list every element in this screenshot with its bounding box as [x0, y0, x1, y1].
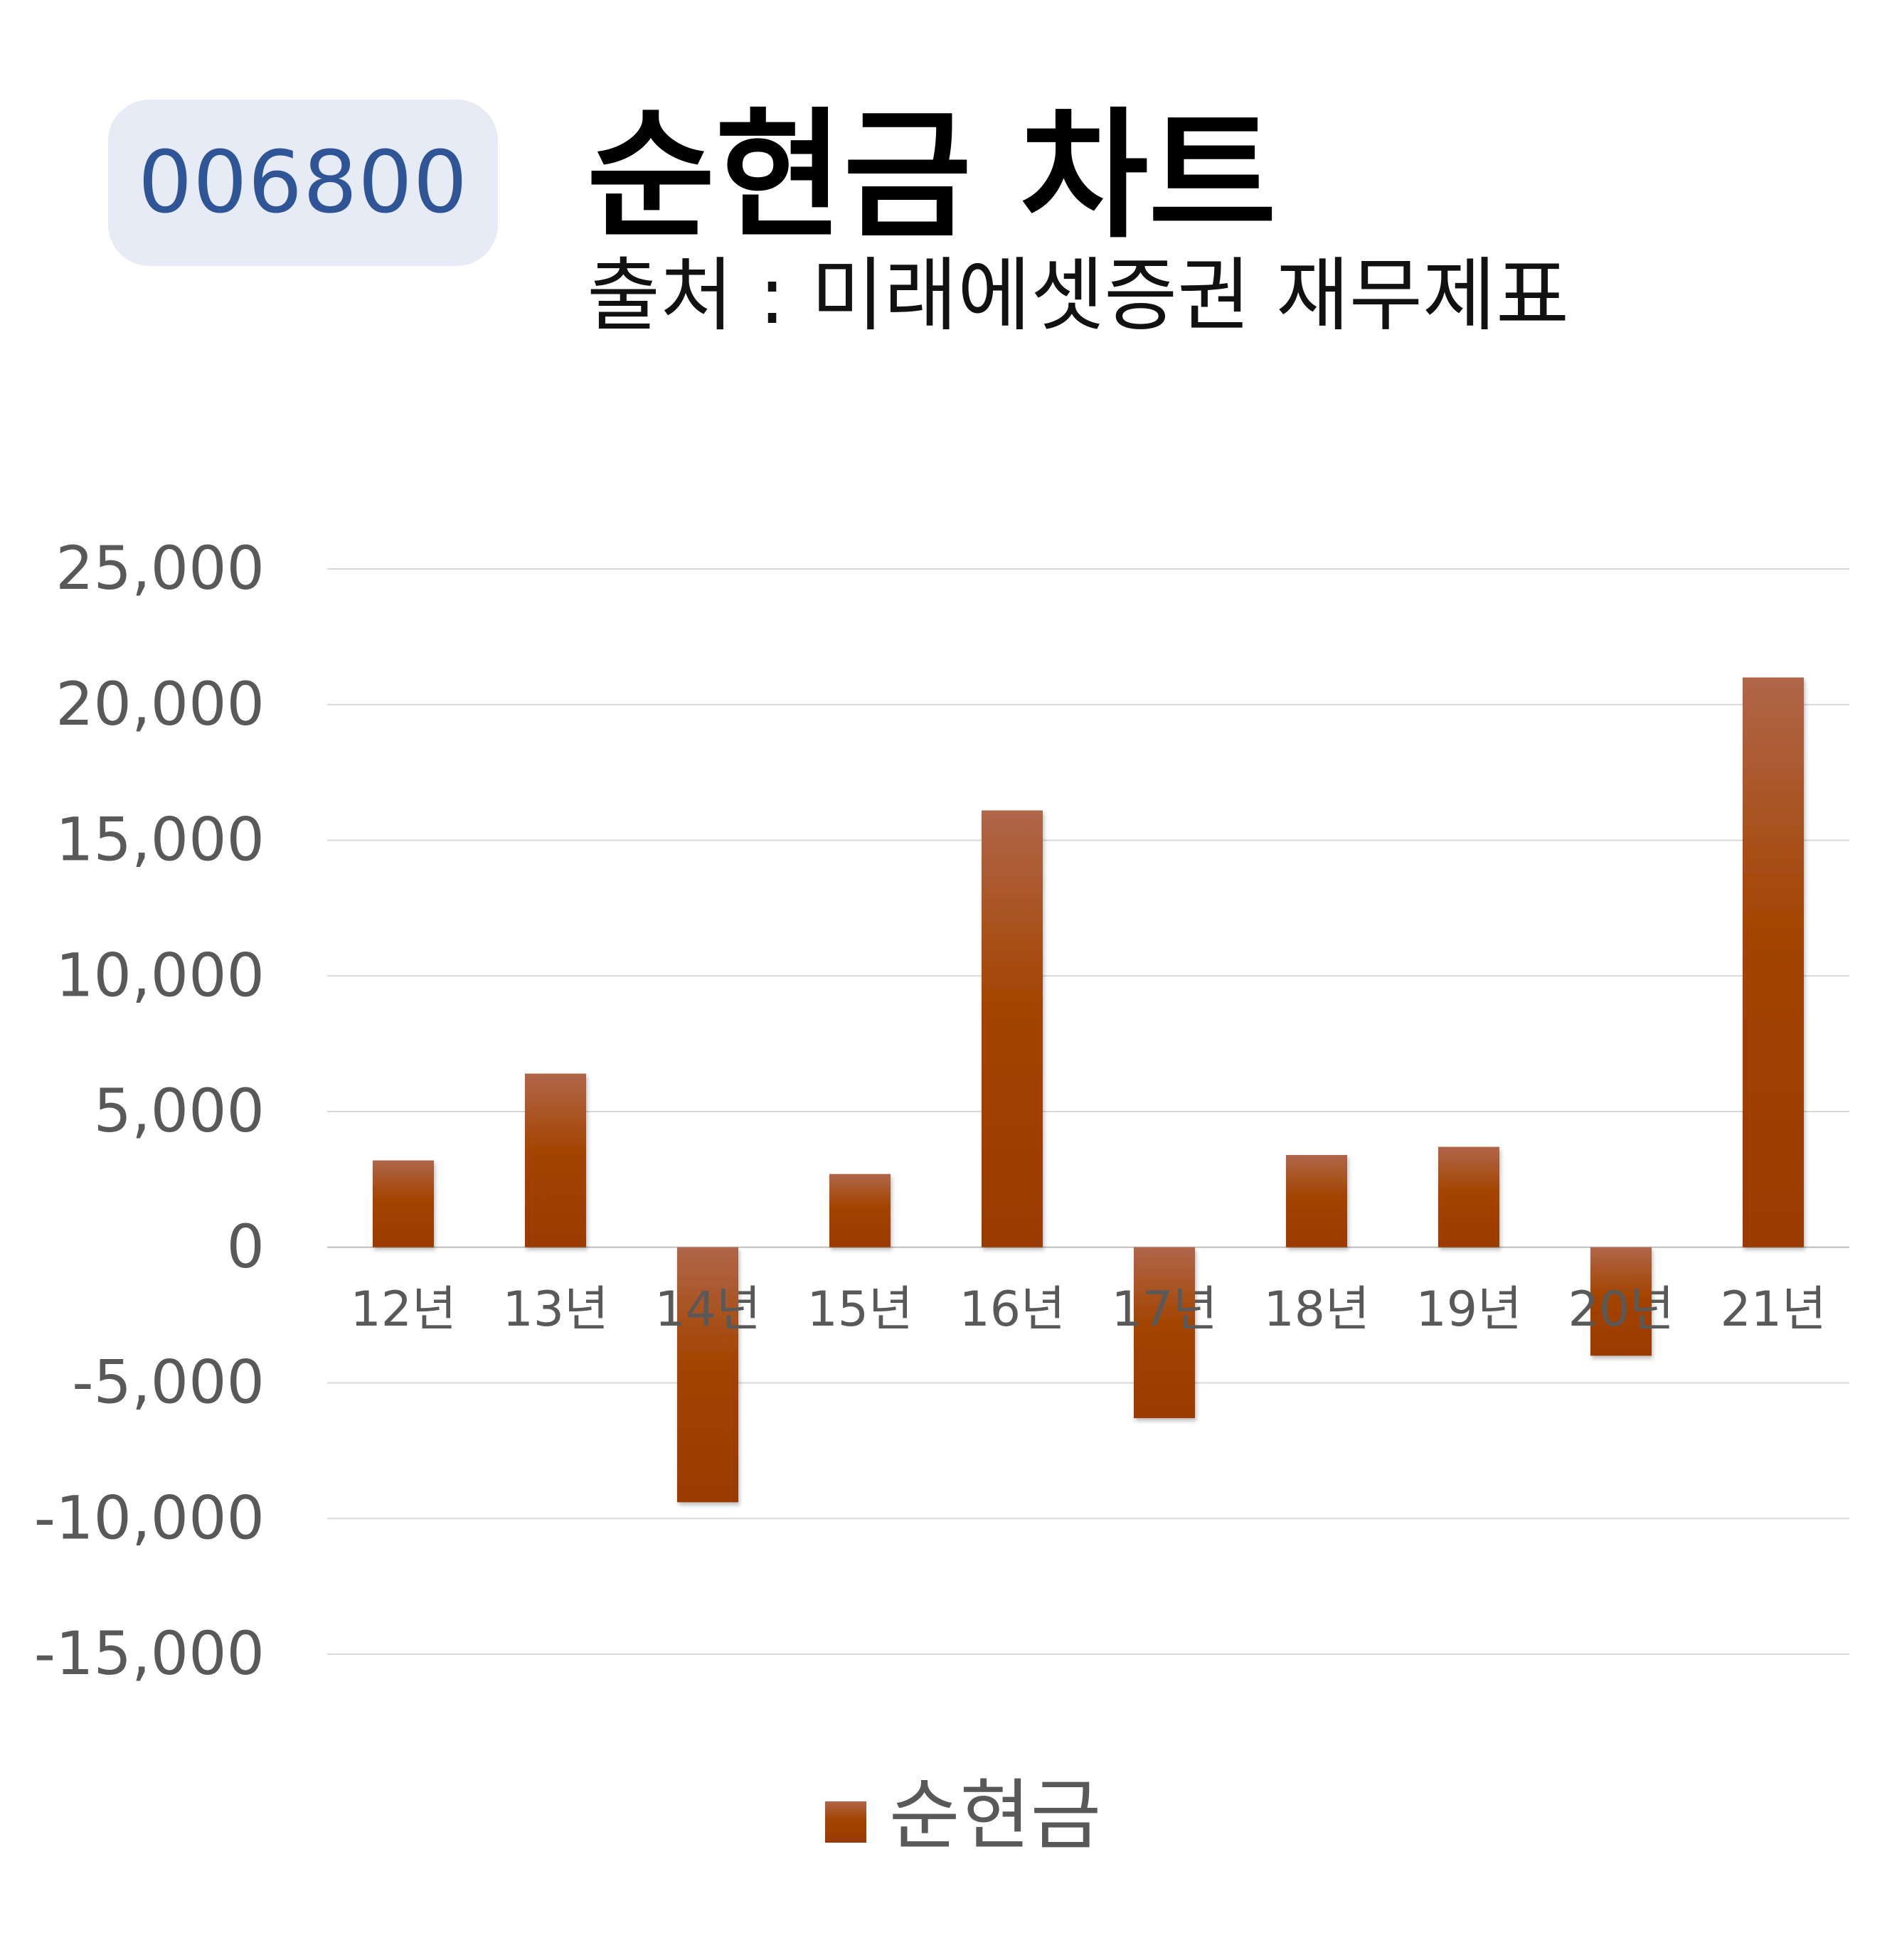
legend-label: 순현금	[889, 1772, 1101, 1860]
bar	[1286, 1155, 1347, 1247]
x-tick-label: 13년	[502, 1282, 608, 1338]
y-tick-label: 0	[227, 1212, 265, 1282]
grid-lines	[327, 568, 1849, 1655]
bar	[1438, 1146, 1499, 1247]
bar	[1743, 677, 1804, 1247]
bar	[677, 1247, 738, 1503]
x-tick-label: 15년	[807, 1282, 913, 1338]
y-tick-label: 20,000	[55, 669, 265, 739]
x-tick-label: 21년	[1720, 1282, 1826, 1338]
legend-swatch	[825, 1801, 866, 1843]
y-axis-ticks: 25,000 20,000 15,000 10,000 5,000 0 -5,000 -10,…	[34, 533, 265, 1688]
x-tick-label: 18년	[1263, 1282, 1369, 1338]
y-tick-label: 25,000	[55, 533, 265, 603]
x-tick-label: 12년	[350, 1282, 456, 1338]
chart-source: 출처 : 미래에셋증권 재무제표	[587, 250, 1570, 342]
legend: 순현금	[825, 1772, 1101, 1860]
y-tick-label: 10,000	[55, 940, 265, 1010]
bar	[829, 1173, 891, 1247]
y-tick-label: -10,000	[34, 1483, 265, 1552]
bar	[1590, 1247, 1652, 1356]
stock-code: 006800	[137, 133, 469, 233]
bar	[982, 810, 1043, 1247]
y-tick-label: 15,000	[55, 805, 265, 875]
x-tick-label: 20년	[1568, 1282, 1674, 1338]
y-tick-label: -15,000	[34, 1619, 265, 1688]
x-axis-ticks: 12년 13년 14년 15년 16년 17년 18년 19년 20년 21년	[350, 1282, 1826, 1338]
x-tick-label: 16년	[959, 1282, 1065, 1338]
x-tick-label: 19년	[1415, 1282, 1521, 1338]
x-tick-label: 14년	[654, 1282, 760, 1338]
bar	[525, 1073, 586, 1247]
stock-code-badge: 006800	[108, 100, 498, 266]
bar	[373, 1160, 434, 1247]
bar	[1134, 1247, 1195, 1419]
chart-title: 순현금 차트	[587, 95, 1277, 257]
y-tick-label: -5,000	[72, 1348, 265, 1417]
x-tick-label: 17년	[1111, 1282, 1217, 1338]
y-tick-label: 5,000	[94, 1076, 265, 1146]
bars	[373, 677, 1804, 1503]
